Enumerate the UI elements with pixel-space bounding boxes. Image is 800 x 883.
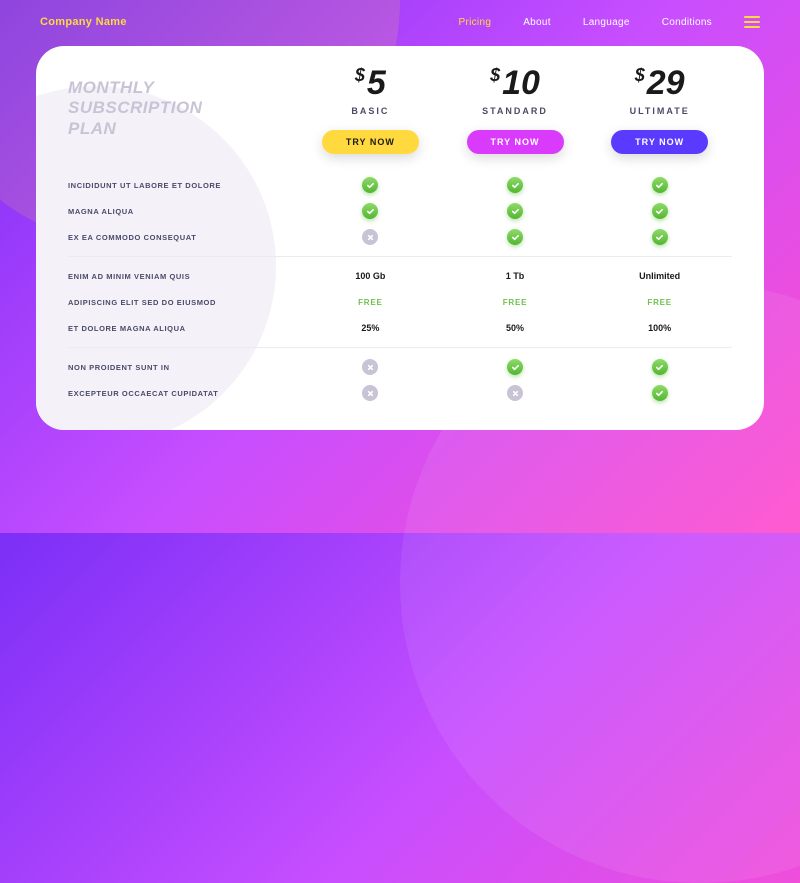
pricing-card: MONTHLY SUBSCRIPTION PLAN $5 BASIC TRY NOW… <box>36 46 764 430</box>
plan-price: $10 <box>443 66 588 100</box>
plan-name: ULTIMATE <box>587 106 732 116</box>
nav-link-about[interactable]: About <box>523 17 551 28</box>
check-icon <box>362 177 378 193</box>
check-icon <box>652 359 668 375</box>
feature-label: INCIDIDUNT UT LABORE ET DOLORE <box>68 181 298 190</box>
feature-label: ADIPISCING ELIT SED DO EIUSMOD <box>68 298 298 307</box>
try-now-button[interactable]: TRY NOW <box>322 130 419 154</box>
feature-value <box>587 359 732 375</box>
try-now-button[interactable]: TRY NOW <box>467 130 564 154</box>
feature-value <box>587 229 732 245</box>
nav-links: Pricing About Language Conditions <box>459 16 760 28</box>
nav-link-conditions[interactable]: Conditions <box>662 17 712 28</box>
feature-label: EXCEPTEUR OCCAECAT CUPIDATAT <box>68 389 298 398</box>
cross-icon <box>362 385 378 401</box>
feature-row: MAGNA ALIQUA <box>68 198 732 224</box>
check-icon <box>652 203 668 219</box>
feature-value: 50% <box>443 323 588 333</box>
feature-row: ENIM AD MINIM VENIAM QUIS100 Gb1 TbUnlim… <box>68 263 732 289</box>
feature-value <box>587 177 732 193</box>
feature-row: INCIDIDUNT UT LABORE ET DOLORE <box>68 172 732 198</box>
nav-link-language[interactable]: Language <box>583 17 630 28</box>
check-icon <box>652 177 668 193</box>
feature-value <box>443 385 588 401</box>
cross-icon <box>507 385 523 401</box>
plan-name: STANDARD <box>443 106 588 116</box>
check-icon <box>652 229 668 245</box>
feature-value <box>298 359 443 375</box>
feature-value <box>443 229 588 245</box>
check-icon <box>507 203 523 219</box>
feature-value <box>587 385 732 401</box>
check-icon <box>507 229 523 245</box>
check-icon <box>507 359 523 375</box>
feature-value <box>443 359 588 375</box>
feature-value <box>298 203 443 219</box>
page-title: MONTHLY SUBSCRIPTION PLAN <box>68 78 298 139</box>
feature-label: EX EA COMMODO CONSEQUAT <box>68 233 298 242</box>
feature-row: EXCEPTEUR OCCAECAT CUPIDATAT <box>68 380 732 406</box>
feature-value <box>298 385 443 401</box>
feature-value <box>443 203 588 219</box>
check-icon <box>362 203 378 219</box>
feature-label: NON PROIDENT SUNT IN <box>68 363 298 372</box>
plan-column-ultimate: $29 ULTIMATE TRY NOW <box>587 66 732 154</box>
feature-row: NON PROIDENT SUNT IN <box>68 354 732 380</box>
plan-column-basic: $5 BASIC TRY NOW <box>298 66 443 154</box>
plan-name: BASIC <box>298 106 443 116</box>
feature-value <box>298 229 443 245</box>
cross-icon <box>362 229 378 245</box>
plan-price: $5 <box>298 66 443 100</box>
check-icon <box>652 385 668 401</box>
company-name: Company Name <box>40 16 127 28</box>
hamburger-icon[interactable] <box>744 16 760 28</box>
feature-row: EX EA COMMODO CONSEQUAT <box>68 224 732 250</box>
feature-row: ET DOLORE MAGNA ALIQUA25%50%100% <box>68 315 732 341</box>
feature-value: Unlimited <box>587 271 732 281</box>
feature-value: 100 Gb <box>298 271 443 281</box>
feature-label: MAGNA ALIQUA <box>68 207 298 216</box>
try-now-button[interactable]: TRY NOW <box>611 130 708 154</box>
feature-label: ENIM AD MINIM VENIAM QUIS <box>68 272 298 281</box>
feature-value <box>298 177 443 193</box>
nav-link-pricing[interactable]: Pricing <box>459 17 492 28</box>
feature-value <box>587 203 732 219</box>
feature-label: ET DOLORE MAGNA ALIQUA <box>68 324 298 333</box>
feature-value: 25% <box>298 323 443 333</box>
feature-value <box>443 177 588 193</box>
check-icon <box>507 177 523 193</box>
feature-value: FREE <box>298 298 443 307</box>
feature-value: 100% <box>587 323 732 333</box>
plan-price: $29 <box>587 66 732 100</box>
feature-value: FREE <box>443 298 588 307</box>
plan-column-standard: $10 STANDARD TRY NOW <box>443 66 588 154</box>
feature-row: ADIPISCING ELIT SED DO EIUSMODFREEFREEFR… <box>68 289 732 315</box>
feature-value: FREE <box>587 298 732 307</box>
feature-value: 1 Tb <box>443 271 588 281</box>
cross-icon <box>362 359 378 375</box>
